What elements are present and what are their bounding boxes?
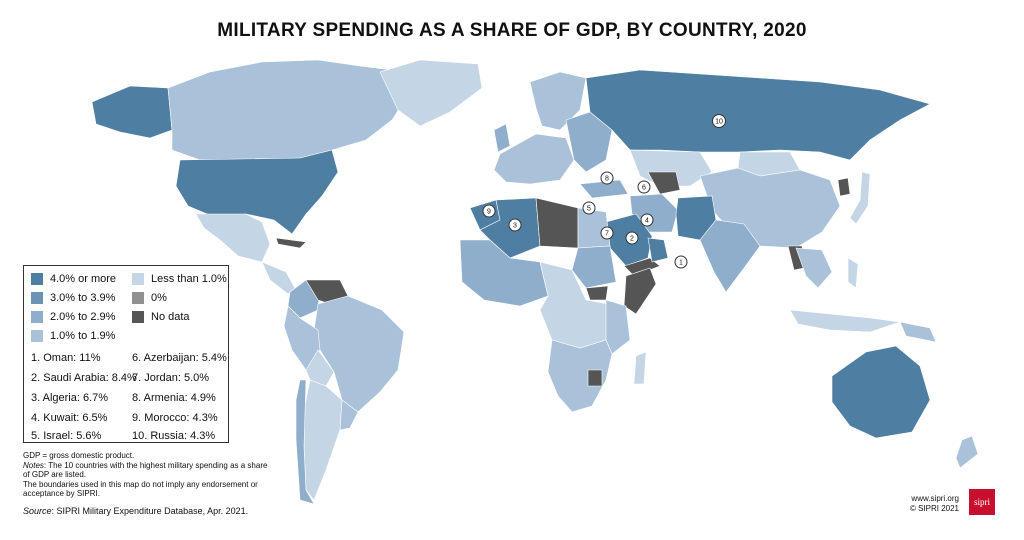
region-sudan — [571, 245, 617, 289]
region-southern-africa — [547, 339, 613, 413]
region-libya — [535, 197, 579, 249]
svg-text:6: 6 — [642, 185, 646, 192]
legend-item-1: 1.0% to 1.9% — [31, 330, 115, 342]
gdp-note: GDP = gross domestic product. — [23, 451, 135, 460]
svg-text:1: 1 — [679, 260, 683, 267]
legend-item-4plus: 4.0% or more — [31, 273, 116, 285]
region-australia — [831, 345, 931, 439]
svg-text:9: 9 — [487, 209, 491, 216]
region-turkmenistan — [647, 171, 681, 195]
region-canada — [167, 59, 411, 161]
region-central-america — [261, 261, 297, 295]
boundaries-note: The boundaries used in this map do not i… — [23, 479, 258, 499]
region-madagascar — [633, 351, 647, 385]
region-horn-africa — [623, 267, 657, 315]
top10-item: 1. Oman: 11% — [31, 352, 101, 364]
marker-7: 7 — [600, 226, 614, 240]
region-east-africa — [605, 299, 631, 355]
region-western-europe — [493, 133, 575, 185]
region-russia — [585, 69, 931, 161]
marker-1: 1 — [674, 255, 688, 269]
region-mexico — [195, 213, 271, 263]
legend-swatch — [132, 273, 144, 285]
svg-text:5: 5 — [587, 206, 591, 213]
top10-item: 3. Algeria: 6.7% — [31, 392, 109, 404]
region-oman — [647, 237, 669, 263]
marker-3: 3 — [508, 218, 522, 232]
region-chile — [295, 379, 315, 505]
marker-2: 2 — [625, 231, 639, 245]
copyright: © SIPRI 2021 — [909, 504, 959, 513]
region-greenland — [379, 59, 483, 127]
sipri-logo: sipri — [969, 489, 995, 515]
region-philippines — [847, 257, 859, 289]
legend-swatch — [132, 311, 144, 323]
website-link[interactable]: www.sipri.org — [911, 494, 959, 503]
region-uruguay — [339, 399, 359, 431]
source-line: Source: SIPRI Military Expenditure Datab… — [23, 506, 249, 516]
svg-text:10: 10 — [715, 119, 723, 126]
credit: www.sipri.org © SIPRI 2021 — [891, 494, 959, 514]
top10-item: 2. Saudi Arabia: 8.4% — [31, 372, 137, 384]
top10-item: 8. Armenia: 4.9% — [132, 392, 216, 404]
svg-text:4: 4 — [645, 218, 649, 225]
top10-item: 7. Jordan: 5.0% — [132, 372, 210, 384]
legend-swatch — [31, 311, 43, 323]
marker-8: 8 — [600, 171, 614, 185]
region-cuba — [275, 237, 307, 249]
legend: 4.0% or more 3.0% to 3.9% 2.0% to 2.9% 1… — [23, 265, 229, 443]
svg-text:2: 2 — [630, 236, 634, 243]
legend-item-zero: 0% — [132, 292, 167, 304]
notes-text: Notes: The 10 countries with the highest… — [23, 460, 268, 480]
svg-text:8: 8 — [605, 176, 609, 183]
region-new-zealand — [955, 435, 979, 469]
region-alaska — [91, 85, 173, 139]
region-papua — [899, 321, 937, 343]
legend-swatch — [132, 292, 144, 304]
marker-9: 9 — [482, 204, 496, 218]
legend-item-2: 2.0% to 2.9% — [31, 311, 115, 323]
legend-swatch — [31, 273, 43, 285]
top10-item: 10. Russia: 4.3% — [132, 430, 216, 442]
region-indonesia — [789, 309, 901, 333]
top10-item: 5. Israel: 5.6% — [31, 430, 102, 442]
legend-swatch — [31, 292, 43, 304]
marker-4: 4 — [640, 213, 654, 227]
top10-item: 4. Kuwait: 6.5% — [31, 412, 108, 424]
legend-item-nodata: No data — [132, 311, 190, 323]
region-north-korea — [837, 177, 851, 197]
region-japan — [849, 171, 871, 225]
region-usa — [175, 149, 339, 235]
marker-5: 5 — [582, 201, 596, 215]
legend-item-lt1: Less than 1.0% — [132, 273, 227, 285]
svg-text:7: 7 — [605, 231, 609, 238]
legend-item-3: 3.0% to 3.9% — [31, 292, 115, 304]
svg-text:3: 3 — [513, 223, 517, 230]
region-india — [699, 219, 761, 293]
top10-item: 9. Morocco: 4.3% — [132, 412, 218, 424]
legend-swatch — [31, 330, 43, 342]
region-indochina — [795, 247, 833, 289]
region-south-sudan — [585, 285, 609, 301]
marker-6: 6 — [637, 180, 651, 194]
region-yemen — [623, 257, 661, 277]
marker-10: 10 — [712, 114, 726, 128]
notes: GDP = gross domestic product. Notes: The… — [23, 451, 273, 499]
map-title: MILITARY SPENDING AS A SHARE OF GDP, BY … — [217, 20, 807, 41]
region-argentina — [303, 379, 343, 501]
region-uk — [493, 123, 511, 153]
region-zimbabwe — [587, 369, 603, 387]
top10-item: 6. Azerbaijan: 5.4% — [132, 352, 227, 364]
